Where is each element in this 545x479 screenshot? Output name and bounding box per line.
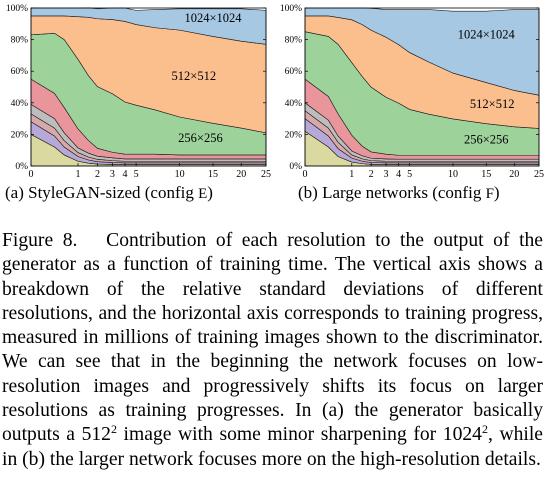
series-label-256×256: 256×256 [178,131,223,145]
x-tick-label: 2 [369,169,374,180]
series-label-512×512: 512×512 [470,97,515,111]
x-tick-label: 3 [110,169,115,180]
y-tick-label: 0% [289,162,302,172]
x-tick-label: 5 [407,169,412,180]
panel-a-chart: 0% 20% 40% 60% 80% 100% 0 1 2 3 4 5 10 15 20 25 1024×102… [6,4,271,180]
y-tick-label: 40% [285,99,303,109]
x-tick-label: 3 [384,169,389,180]
y-tick-label: 60% [285,67,303,77]
series-label-1024×1024: 1024×1024 [184,11,242,25]
figure-label: Figure 8. [2,230,78,251]
x-tick-label: 10 [175,169,185,180]
y-tick-label: 20% [11,130,29,140]
x-tick-label: 0 [29,169,34,180]
x-tick-label: 20 [236,169,246,180]
x-tick-label: 1 [349,169,354,180]
panel-b-caption-config: F [485,186,494,202]
x-tick-label: 4 [123,169,128,180]
x-tick-label: 15 [481,169,491,180]
y-tick-label: 20% [285,130,303,140]
x-tick-label: 0 [303,169,308,180]
panel-b-caption: (b) Large networks (config F) [298,183,500,203]
x-tick-label: 25 [261,169,271,180]
y-tick-label: 80% [285,36,303,46]
plot-frame [304,7,540,167]
caption-text-3: , while in (b) the larger network focuse… [2,424,544,470]
x-tick-label: 15 [208,169,218,180]
panel-a-caption: (a) StyleGAN-sized (config E) [5,183,213,203]
series-label-256×256: 256×256 [464,132,509,146]
caption-text-1: Contribution of each resolution to the o… [2,230,544,446]
series-label-1024×1024: 1024×1024 [458,28,516,42]
x-tick-label: 4 [396,169,401,180]
y-tick-label: 80% [11,36,29,46]
panel-b-caption-end: ) [493,183,500,202]
x-tick-label: 10 [448,169,458,180]
panel-a-caption-config: E [198,186,208,202]
y-tick-label: 100% [280,4,302,14]
figure-caption: Figure 8. Contribution of each resolutio… [2,229,543,472]
y-tick-label: 40% [11,99,29,109]
panel-b-caption-main: (b) Large networks (config [298,183,486,202]
x-tick-label: 25 [534,169,544,180]
panel-a-caption-main: (a) StyleGAN-sized (config [5,183,199,202]
y-tick-label: 0% [15,162,28,172]
caption-superscript-1: 2 [110,422,117,437]
figure-plots: 0%20%40%60%80%100%0 1 2 3 4 5 10 15 20 251024×102… [6,4,544,180]
caption-text-2: image with some minor sharpening for 102… [116,424,482,446]
panel-a-caption-end: ) [207,183,213,202]
series-label-512×512: 512×512 [172,69,217,83]
y-tick-label: 100% [6,4,28,14]
plot-frame [30,7,267,167]
x-tick-label: 20 [509,169,519,180]
x-tick-label: 5 [134,169,139,180]
caption-superscript-2: 2 [481,422,488,437]
y-tick-label: 60% [11,67,29,77]
x-tick-label: 1 [76,169,81,180]
x-tick-label: 2 [95,169,100,180]
panel-b-chart: 0% 20% 40% 60% 80% 100% 0 1 2 3 4 5 10 15 20 25 1024×102… [280,4,544,180]
